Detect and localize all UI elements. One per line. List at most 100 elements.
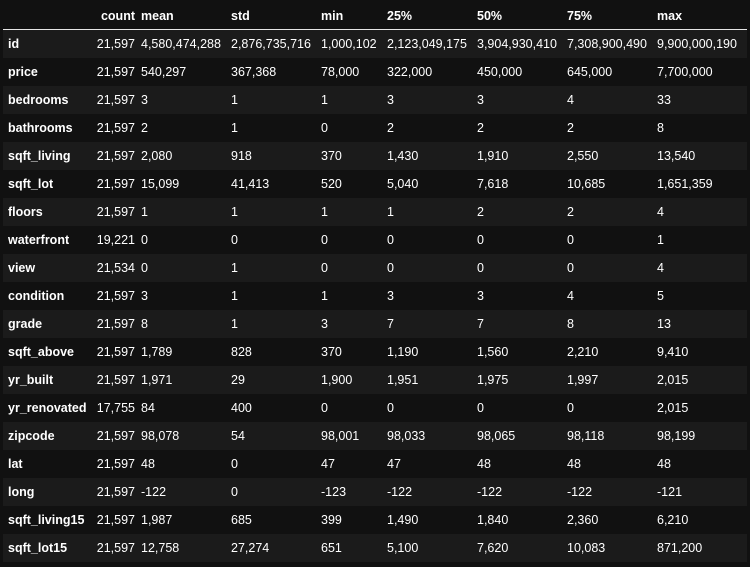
cell-mean: 1,971 <box>141 373 173 387</box>
cell-25pct: 0 <box>387 233 394 247</box>
cell-50pct: 0 <box>477 233 484 247</box>
cell-25pct: 1,951 <box>387 373 419 387</box>
cell-50pct: 3,904,930,410 <box>477 37 557 51</box>
cell-25pct: -122 <box>387 485 413 499</box>
cell-count: 17,755 <box>96 401 135 415</box>
cell-count: 21,597 <box>96 485 135 499</box>
cell-min: 0 <box>321 121 328 135</box>
cell-75pct: 0 <box>567 261 574 275</box>
cell-min: 651 <box>321 541 342 555</box>
cell-25pct: 3 <box>387 289 394 303</box>
cell-max: 8 <box>657 121 664 135</box>
cell-count: 21,597 <box>96 121 135 135</box>
cell-min: 1 <box>321 289 328 303</box>
cell-std: 1 <box>231 317 238 331</box>
table-row: condition 21,597 3 1 1 3 3 4 5 <box>3 282 747 310</box>
table-row: zipcode 21,597 98,078 54 98,001 98,033 98,065 9… <box>3 422 747 450</box>
cell-75pct: 10,685 <box>567 177 606 191</box>
table-row: sqft_lot 21,597 15,099 41,413 520 5,040 7,618 1… <box>3 170 747 198</box>
row-label: yr_built <box>8 373 54 387</box>
cell-min: 1 <box>321 205 328 219</box>
cell-mean: 3 <box>141 289 148 303</box>
row-label: yr_renovated <box>8 401 87 415</box>
cell-std: 54 <box>231 429 245 443</box>
column-header-max: max <box>657 3 747 30</box>
cell-75pct: 2,550 <box>567 149 599 163</box>
cell-50pct: -122 <box>477 485 503 499</box>
cell-75pct: 2 <box>567 121 574 135</box>
cell-50pct: 3 <box>477 93 484 107</box>
table-row: sqft_living 21,597 2,080 918 370 1,430 1,910 2,… <box>3 142 747 170</box>
cell-min: 370 <box>321 345 342 359</box>
cell-count: 21,597 <box>96 93 135 107</box>
cell-std: 685 <box>231 513 252 527</box>
cell-75pct: 98,118 <box>567 429 605 443</box>
column-header-75pct: 75% <box>567 3 657 30</box>
cell-max: 33 <box>657 93 671 107</box>
cell-mean: 4,580,474,288 <box>141 37 221 51</box>
cell-mean: 2 <box>141 121 148 135</box>
cell-max: 871,200 <box>657 541 703 555</box>
cell-75pct: 2,360 <box>567 513 599 527</box>
cell-count: 21,597 <box>96 429 135 443</box>
cell-std: 1 <box>231 261 238 275</box>
cell-std: 367,368 <box>231 65 277 79</box>
row-label: waterfront <box>8 233 70 247</box>
cell-75pct: 0 <box>567 401 574 415</box>
table-row: sqft_above 21,597 1,789 828 370 1,190 1,560 2,2… <box>3 338 747 366</box>
cell-count: 21,597 <box>96 373 135 387</box>
cell-mean: 15,099 <box>141 177 180 191</box>
table-row: id 21,597 4,580,474,288 2,876,735,716 1,000,… <box>3 29 747 58</box>
table-row: floors 21,597 1 1 1 1 2 2 4 <box>3 198 747 226</box>
cell-mean: 0 <box>141 261 148 275</box>
cell-mean: 12,758 <box>141 541 180 555</box>
table-row: grade 21,597 8 1 3 7 7 8 13 <box>3 310 747 338</box>
cell-25pct: 0 <box>387 401 394 415</box>
cell-75pct: 8 <box>567 317 574 331</box>
cell-max: 2,015 <box>657 401 689 415</box>
cell-75pct: 7,308,900,490 <box>567 37 647 51</box>
row-label: zipcode <box>8 429 55 443</box>
column-header-count: count <box>87 3 141 30</box>
cell-75pct: 48 <box>567 457 581 471</box>
cell-count: 21,597 <box>96 457 135 471</box>
cell-25pct: 1 <box>387 205 394 219</box>
cell-25pct: 98,033 <box>387 429 426 443</box>
row-label: bathrooms <box>8 121 73 135</box>
cell-mean: 1,987 <box>141 513 173 527</box>
cell-50pct: 1,840 <box>477 513 509 527</box>
cell-count: 21,597 <box>96 149 135 163</box>
cell-75pct: 4 <box>567 93 574 107</box>
cell-75pct: 645,000 <box>567 65 613 79</box>
cell-50pct: 450,000 <box>477 65 523 79</box>
cell-max: 5 <box>657 289 664 303</box>
cell-75pct: 4 <box>567 289 574 303</box>
cell-max: 13 <box>657 317 671 331</box>
column-header-25pct: 25% <box>387 3 477 30</box>
cell-max: 2,015 <box>657 373 689 387</box>
cell-count: 21,534 <box>96 261 135 275</box>
cell-min: -123 <box>321 485 347 499</box>
describe-output: { "columns": ["count", "mean", "std", "m… <box>0 3 750 567</box>
cell-count: 21,597 <box>96 345 135 359</box>
cell-25pct: 1,190 <box>387 345 419 359</box>
cell-mean: 1,789 <box>141 345 173 359</box>
cell-max: 9,900,000,190 <box>657 37 737 51</box>
table-row: yr_built 21,597 1,971 29 1,900 1,951 1,975 1,99… <box>3 366 747 394</box>
cell-50pct: 3 <box>477 289 484 303</box>
cell-std: 0 <box>231 485 238 499</box>
cell-25pct: 2 <box>387 121 394 135</box>
table-row: price 21,597 540,297 367,368 78,000 322,000 45… <box>3 58 747 86</box>
row-label: sqft_living <box>8 149 71 163</box>
cell-50pct: 1,560 <box>477 345 509 359</box>
cell-std: 29 <box>231 373 245 387</box>
cell-min: 1 <box>321 93 328 107</box>
cell-count: 21,597 <box>96 65 135 79</box>
cell-25pct: 322,000 <box>387 65 433 79</box>
cell-75pct: 0 <box>567 233 574 247</box>
cell-mean: 48 <box>141 457 155 471</box>
cell-min: 47 <box>321 457 335 471</box>
table-row: bathrooms 21,597 2 1 0 2 2 2 8 <box>3 114 747 142</box>
cell-std: 41,413 <box>231 177 270 191</box>
column-header-std: std <box>231 3 321 30</box>
